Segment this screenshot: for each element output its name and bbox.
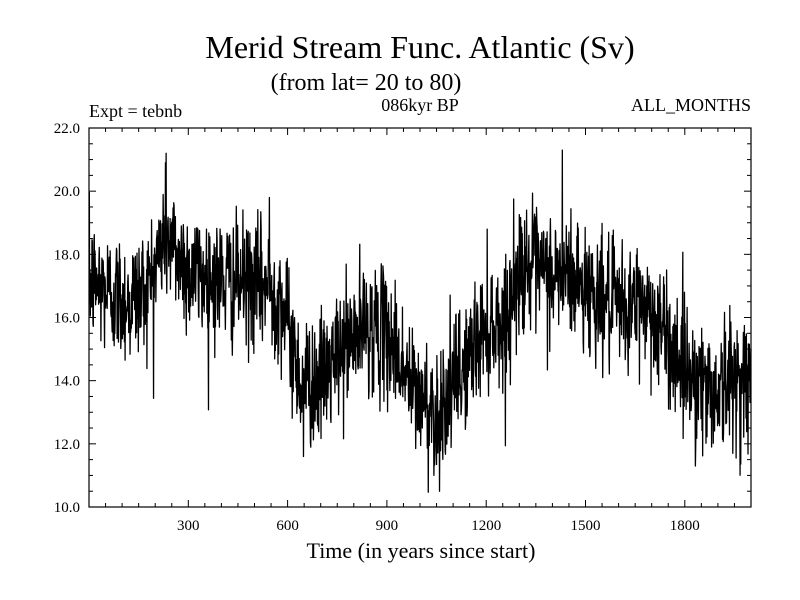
y-axis: 10.0 12.0 14.0 16.0 18.0 20.0 22.0 <box>54 121 751 516</box>
y-tick-label: 18.0 <box>54 247 80 263</box>
experiment-label: Expt = tebnb <box>89 101 182 121</box>
x-tick-label: 300 <box>177 518 200 534</box>
y-tick-label: 14.0 <box>54 374 80 390</box>
y-tick-label: 16.0 <box>54 311 80 327</box>
chart-subtitle: (from lat= 20 to 80) <box>271 70 462 96</box>
x-axis: 300 600 900 1200 1500 1800 <box>105 128 735 534</box>
y-tick-label: 10.0 <box>54 500 80 516</box>
plot-area <box>88 127 752 508</box>
y-tick-label: 20.0 <box>54 184 80 200</box>
x-axis-label: Time (in years since start) <box>307 538 536 563</box>
x-tick-label: 1200 <box>471 518 501 534</box>
x-tick-label: 1800 <box>670 518 700 534</box>
data-line-series <box>88 149 752 493</box>
x-tick-label: 900 <box>376 518 399 534</box>
y-tick-label: 22.0 <box>54 121 80 137</box>
x-tick-label: 600 <box>276 518 299 534</box>
period-label: 086kyr BP <box>381 95 459 115</box>
chart-title: Merid Stream Func. Atlantic (Sv) <box>205 29 634 65</box>
months-label: ALL_MONTHS <box>631 95 751 115</box>
y-tick-label: 12.0 <box>54 437 80 453</box>
x-tick-label: 1500 <box>571 518 601 534</box>
